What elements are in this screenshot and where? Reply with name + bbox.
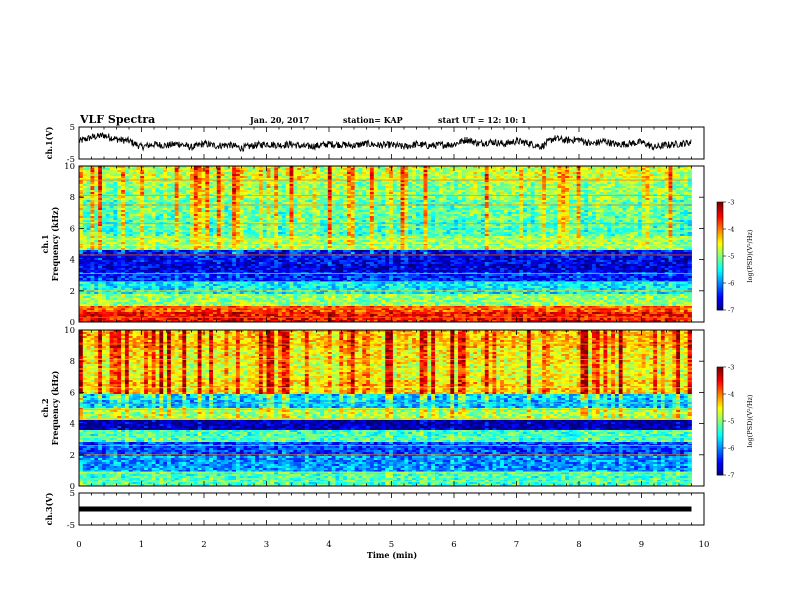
ch1-wave-ylabel: ch.1(V)	[44, 126, 54, 159]
ch1-spec-cells	[79, 166, 692, 322]
plot-title: VLF Spectra	[79, 113, 155, 126]
figure: VLF Spectra Jan. 20, 2017 station= KAP s…	[0, 0, 792, 612]
ch1-waveform-line	[79, 133, 691, 151]
ch1-wave-ytick-label: 5	[70, 123, 75, 133]
ch1-waveform-panel: 5-5ch.1(V)	[44, 123, 704, 165]
station-label: station= KAP	[343, 115, 403, 125]
start-time-label: start UT = 12: 10: 1	[438, 115, 527, 125]
date-label: Jan. 20, 2017	[249, 115, 309, 125]
